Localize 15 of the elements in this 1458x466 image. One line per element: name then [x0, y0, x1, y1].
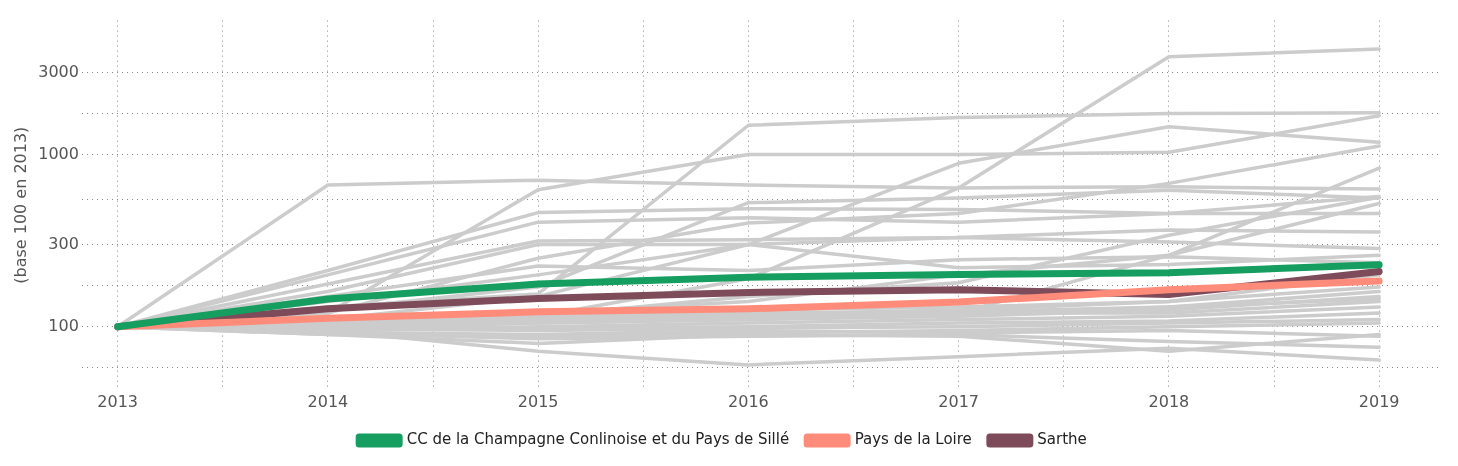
x-tick-label: 2015	[517, 391, 559, 411]
legend-label: Pays de la Loire	[854, 430, 972, 449]
y-axis-title: (base 100 en 2013)	[10, 126, 30, 284]
x-tick-label: 2013	[97, 391, 139, 411]
x-tick-label: 2019	[1358, 391, 1400, 411]
x-tick-label: 2014	[307, 391, 349, 411]
x-tick-label: 2016	[728, 391, 769, 411]
legend-label: Sarthe	[1037, 430, 1087, 449]
x-tick-label: 2017	[938, 391, 979, 411]
x-tick-label: 2018	[1148, 391, 1190, 411]
y-tick-label: 1000	[38, 143, 79, 163]
legend-label: CC de la Champagne Conlinoise et du Pays de Sillé	[406, 430, 790, 449]
y-tick-label: 100	[48, 315, 79, 335]
y-tick-label: 300	[48, 233, 79, 253]
y-tick-label: 3000	[38, 61, 79, 81]
